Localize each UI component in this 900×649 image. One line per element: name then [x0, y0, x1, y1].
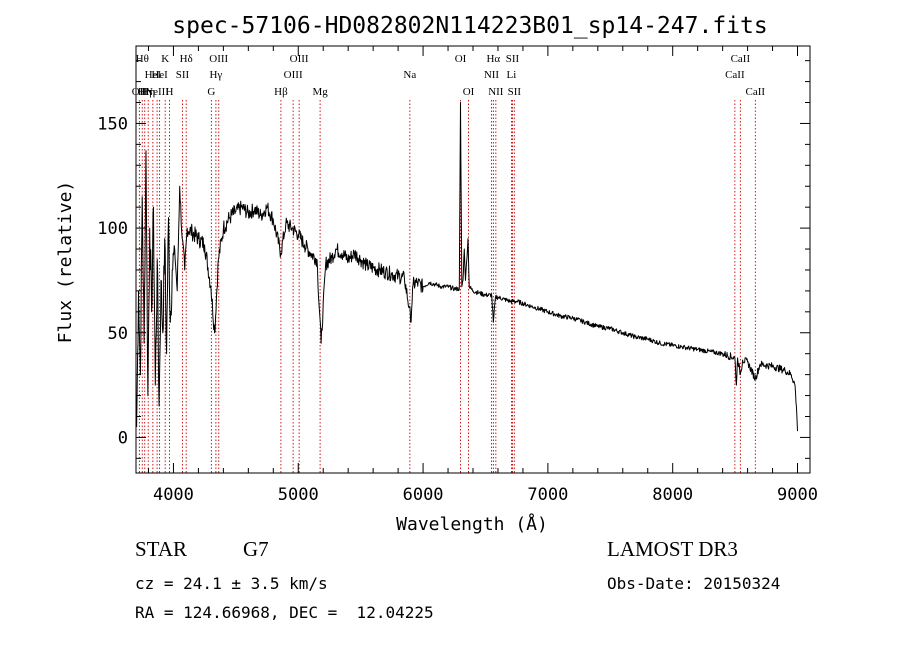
x-tick-label: 7000	[527, 485, 568, 505]
line-marker-label: OI	[455, 53, 467, 65]
object-class: STAR	[135, 537, 187, 561]
line-marker-label: Hη	[138, 86, 152, 98]
line-marker-label: SII	[506, 53, 520, 65]
line-marker-label: OIII	[209, 53, 228, 65]
x-tick-label: 6000	[403, 485, 444, 505]
line-marker-label: NII	[488, 86, 504, 98]
line-marker-label: K	[161, 53, 169, 65]
x-tick-label: 8000	[652, 485, 693, 505]
redshift-text: cz = 24.1 ± 3.5 km/s	[135, 574, 328, 593]
line-marker-label: HeI	[145, 69, 162, 81]
y-axis-ticks: 0 50 100 150	[97, 60, 810, 459]
line-marker-label: CaII	[725, 69, 745, 81]
x-axis-ticks: 4000 5000 6000 7000 8000 9000	[147, 46, 818, 505]
y-tick-label: 150	[97, 114, 128, 134]
line-marker-label: OIII	[290, 53, 309, 65]
line-marker-label: NII	[484, 69, 500, 81]
line-marker-label: Hα	[486, 53, 500, 65]
x-tick-label: 9000	[777, 485, 818, 505]
x-axis-label: Wavelength (Å)	[396, 513, 548, 535]
line-marker-label: Hδ	[180, 53, 193, 65]
line-marker-label: Na	[403, 69, 416, 81]
line-marker-label: Hη	[141, 86, 155, 98]
survey-name: LAMOST DR3	[607, 537, 738, 561]
coordinates-text: RA = 124.66968, DEC = 12.04225	[135, 603, 434, 622]
spectrum-series	[136, 102, 798, 432]
line-marker-label: CaII	[731, 53, 751, 65]
y-tick-label: 100	[97, 219, 128, 239]
chart-title: spec-57106-HD082802N114223B01_sp14-247.f…	[172, 13, 767, 39]
y-tick-label: 50	[108, 324, 128, 344]
line-marker-label: Hθ	[136, 53, 149, 65]
line-marker-label: Li	[507, 69, 517, 81]
y-tick-label: 0	[118, 428, 128, 448]
plot-frame	[135, 45, 811, 474]
line-marker-label: Hγ	[209, 69, 222, 81]
line-marker-label: OI	[463, 86, 475, 98]
x-tick-label: 4000	[153, 485, 194, 505]
x-tick-label: 5000	[278, 485, 319, 505]
line-marker-label: Mg	[312, 86, 328, 98]
spectrum-line	[136, 102, 798, 432]
line-marker-label: HeI	[151, 69, 168, 81]
line-marker-label: NeIII	[145, 86, 169, 98]
line-marker-label: SII	[176, 69, 190, 81]
line-marker-label: Hβ	[274, 86, 288, 98]
spectral-line-markers: OIIHθHηHηHeINeIIIHeIKHSIIHδGHγOIIIHβOIII…	[132, 53, 766, 473]
line-marker-label: SII	[508, 86, 522, 98]
obs-date: Obs-Date: 20150324	[607, 574, 781, 593]
object-subclass: G7	[243, 537, 269, 561]
line-marker-label: CaII	[746, 86, 766, 98]
y-axis-label: Flux (relative)	[55, 181, 76, 344]
line-marker-label: G	[207, 86, 215, 98]
line-marker-label: OIII	[284, 69, 303, 81]
line-marker-label: H	[165, 86, 173, 98]
